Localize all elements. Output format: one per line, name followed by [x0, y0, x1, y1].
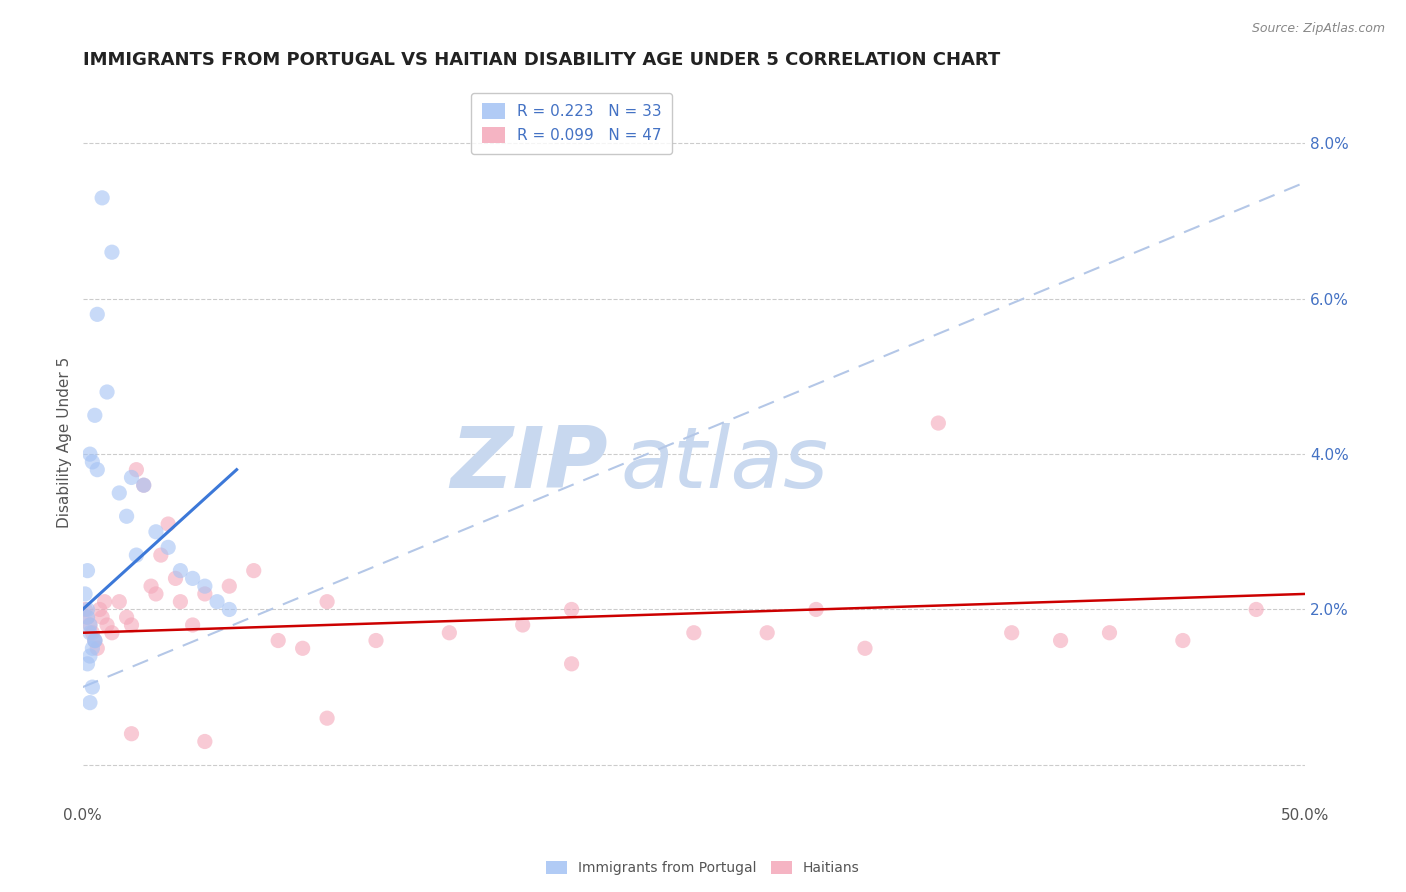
Point: [756, 625, 779, 640]
Point: [73, 587, 96, 601]
Point: [79, 618, 101, 632]
Point: [242, 564, 264, 578]
Point: [91, 610, 114, 624]
Point: [927, 416, 949, 430]
Point: [439, 625, 461, 640]
Point: [96, 384, 118, 399]
Point: [1171, 633, 1194, 648]
Point: [121, 470, 143, 484]
Point: [149, 548, 172, 562]
Point: [145, 524, 167, 539]
Point: [205, 595, 228, 609]
Point: [157, 541, 180, 555]
Point: [108, 486, 131, 500]
Legend: R = 0.223   N = 33, R = 0.099   N = 47: R = 0.223 N = 33, R = 0.099 N = 47: [471, 93, 672, 153]
Point: [73, 602, 96, 616]
Point: [121, 618, 143, 632]
Point: [76, 602, 98, 616]
Point: [561, 602, 583, 616]
Y-axis label: Disability Age Under 5: Disability Age Under 5: [58, 357, 72, 528]
Point: [165, 571, 187, 585]
Point: [364, 633, 387, 648]
Point: [181, 618, 204, 632]
Point: [83, 633, 105, 648]
Point: [82, 641, 104, 656]
Point: [1098, 625, 1121, 640]
Point: [121, 727, 143, 741]
Point: [267, 633, 290, 648]
Point: [145, 587, 167, 601]
Point: [108, 595, 131, 609]
Point: [1244, 602, 1267, 616]
Point: [157, 516, 180, 531]
Point: [79, 625, 101, 640]
Point: [93, 595, 115, 609]
Point: [682, 625, 704, 640]
Point: [115, 610, 138, 624]
Point: [96, 618, 118, 632]
Point: [512, 618, 534, 632]
Point: [194, 587, 217, 601]
Point: [804, 602, 827, 616]
Point: [82, 680, 104, 694]
Point: [194, 579, 217, 593]
Point: [1001, 625, 1024, 640]
Point: [83, 633, 105, 648]
Point: [316, 595, 339, 609]
Point: [76, 564, 98, 578]
Point: [169, 564, 191, 578]
Point: [181, 571, 204, 585]
Point: [86, 307, 108, 321]
Text: Source: ZipAtlas.com: Source: ZipAtlas.com: [1251, 22, 1385, 36]
Point: [86, 641, 108, 656]
Point: [89, 602, 111, 616]
Point: [132, 478, 155, 492]
Point: [83, 633, 105, 648]
Point: [115, 509, 138, 524]
Point: [76, 610, 98, 624]
Point: [91, 191, 114, 205]
Point: [561, 657, 583, 671]
Text: IMMIGRANTS FROM PORTUGAL VS HAITIAN DISABILITY AGE UNDER 5 CORRELATION CHART: IMMIGRANTS FROM PORTUGAL VS HAITIAN DISA…: [83, 51, 1000, 69]
Point: [79, 648, 101, 663]
Point: [101, 625, 124, 640]
Point: [132, 478, 155, 492]
Point: [86, 463, 108, 477]
Point: [853, 641, 876, 656]
Point: [101, 245, 124, 260]
Point: [76, 657, 98, 671]
Point: [83, 409, 105, 423]
Point: [82, 455, 104, 469]
Point: [218, 602, 240, 616]
Point: [82, 625, 104, 640]
Point: [169, 595, 191, 609]
Point: [316, 711, 339, 725]
Point: [218, 579, 240, 593]
Point: [125, 463, 148, 477]
Point: [1049, 633, 1071, 648]
Legend: Immigrants from Portugal, Haitians: Immigrants from Portugal, Haitians: [541, 855, 865, 880]
Point: [79, 618, 101, 632]
Text: atlas: atlas: [620, 423, 828, 506]
Point: [139, 579, 162, 593]
Point: [79, 447, 101, 461]
Point: [76, 610, 98, 624]
Point: [291, 641, 314, 656]
Point: [125, 548, 148, 562]
Point: [79, 696, 101, 710]
Text: ZIP: ZIP: [451, 423, 609, 506]
Point: [194, 734, 217, 748]
